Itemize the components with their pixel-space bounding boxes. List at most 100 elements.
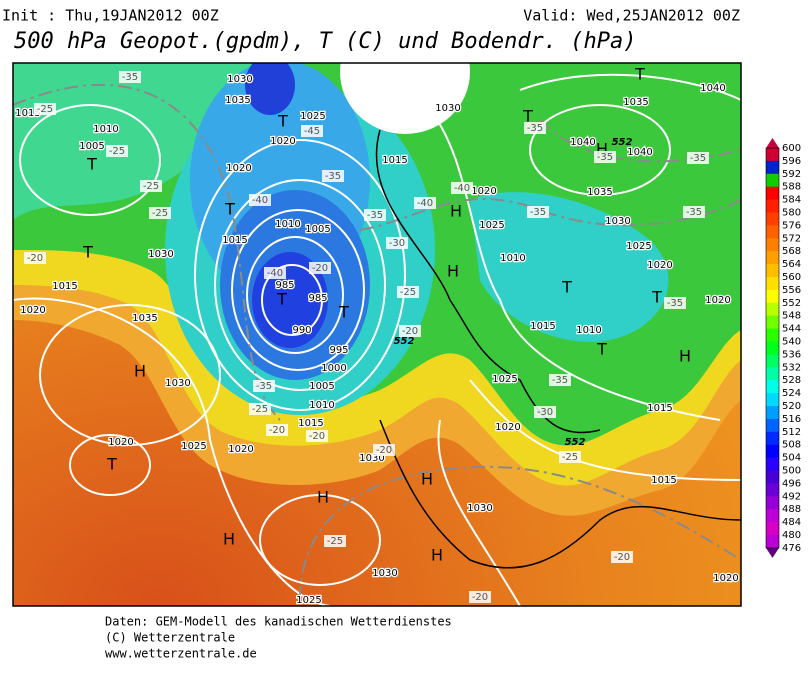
legend-band [766, 522, 779, 536]
temperature-label-box [399, 325, 421, 337]
legend-band [766, 457, 779, 471]
legend-label: 496 [782, 478, 801, 489]
legend-band [766, 264, 779, 278]
legend-label: 548 [782, 311, 801, 322]
legend-frame [765, 147, 780, 549]
isobar-label: 1015 [222, 235, 247, 246]
pressure-center: T [522, 107, 533, 126]
legend-label: 588 [782, 182, 801, 193]
legend-label: 476 [782, 543, 801, 554]
legend-label: 564 [782, 259, 801, 270]
legend-label: 484 [782, 517, 801, 528]
temperature-label-box [386, 237, 408, 249]
isobar-label: 1030 [227, 74, 252, 85]
temperature-label-box [683, 206, 705, 218]
temperature-label-box [149, 207, 171, 219]
isobar-label: 1000 [321, 363, 346, 374]
height-label: 552 [612, 137, 633, 148]
isobar-label: 1015 [651, 475, 676, 486]
isobar-label: 1015 [530, 321, 555, 332]
legend-band [766, 225, 779, 239]
temperature-label: -25 [562, 452, 578, 463]
temperature-label-box [309, 262, 331, 274]
map-field [13, 63, 741, 606]
temperature-label-box [301, 125, 323, 137]
temperature-label: -40 [417, 198, 433, 209]
isobar-label: 1020 [495, 422, 520, 433]
pressure-center: T [561, 278, 572, 297]
legend-band [766, 328, 779, 342]
legend-band [766, 354, 779, 368]
legend-label: 552 [782, 298, 801, 309]
legend-band [766, 393, 779, 407]
isobar-label: 1025 [300, 111, 325, 122]
temperature-label-box [611, 551, 633, 563]
temperature-label-box [469, 591, 491, 603]
isobar-label: 1020 [705, 295, 730, 306]
temperature-label-box [322, 170, 344, 182]
temperature-label: -30 [537, 407, 553, 418]
copyright: (C) Wetterzentrale [105, 631, 235, 645]
temperature-label: -35 [256, 381, 272, 392]
legend-label: 500 [782, 466, 801, 477]
legend-cap [766, 138, 779, 148]
temperature-label-box [534, 406, 556, 418]
legend-label: 508 [782, 440, 801, 451]
pressure-center: T [651, 288, 662, 307]
temperature-label-box [397, 286, 419, 298]
temperature-label-box [34, 103, 56, 115]
temperature-label: -25 [143, 181, 159, 192]
temperature-label-box [140, 180, 162, 192]
valid-time: Valid: Wed,25JAN2012 00Z [523, 7, 740, 25]
isobar-label: 1030 [148, 249, 173, 260]
temperature-label: -35 [325, 171, 341, 182]
temperature-label-box [687, 152, 709, 164]
temperature-label: -20 [402, 326, 418, 337]
legend-label: 560 [782, 272, 801, 283]
isobar-label: 1020 [270, 136, 295, 147]
temperature-label-box [106, 145, 128, 157]
legend-label: 556 [782, 285, 801, 296]
temperature-label: -40 [454, 183, 470, 194]
temperature-label: -20 [269, 425, 285, 436]
pressure-center: H [317, 488, 329, 507]
temperature-label: -35 [527, 123, 543, 134]
temperature-label: -30 [389, 238, 405, 249]
legend-band [766, 148, 779, 162]
pressure-center: H [447, 262, 459, 281]
legend-band [766, 483, 779, 497]
isobar-label: 1015 [647, 403, 672, 414]
temperature-label: -25 [109, 146, 125, 157]
temperature-label-box [594, 151, 616, 163]
isobar-label: 1010 [576, 325, 601, 336]
legend-band [766, 212, 779, 226]
pressure-center: T [106, 455, 117, 474]
temperature-label: -25 [37, 104, 53, 115]
data-source: Daten: GEM-Modell des kanadischen Wetter… [105, 615, 452, 629]
temperature-label-box [306, 430, 328, 442]
isobar-label: 1020 [228, 444, 253, 455]
isobar-label: 1010 [93, 124, 118, 135]
isobar-label: 1030 [372, 568, 397, 579]
isobar-label: 1020 [647, 260, 672, 271]
pressure-center: T [596, 340, 607, 359]
legend-label: 572 [782, 233, 801, 244]
temperature-label-box [324, 535, 346, 547]
temperature-label-box [414, 197, 436, 209]
temperature-label: -25 [252, 404, 268, 415]
temperature-label: -35 [597, 152, 613, 163]
isobar-label: 1040 [570, 137, 595, 148]
isobar-label: 1015 [382, 155, 407, 166]
legend-band [766, 173, 779, 188]
isobar-label: 1035 [132, 313, 157, 324]
temperature-label-box [266, 424, 288, 436]
legend-band [766, 496, 779, 510]
temperature-label: -40 [267, 268, 283, 279]
isobar-label: 1010 [500, 253, 525, 264]
legend-band [766, 418, 779, 433]
legend-band [766, 406, 779, 420]
isobar-label: 990 [292, 325, 311, 336]
isobar-label: 1030 [435, 103, 460, 114]
